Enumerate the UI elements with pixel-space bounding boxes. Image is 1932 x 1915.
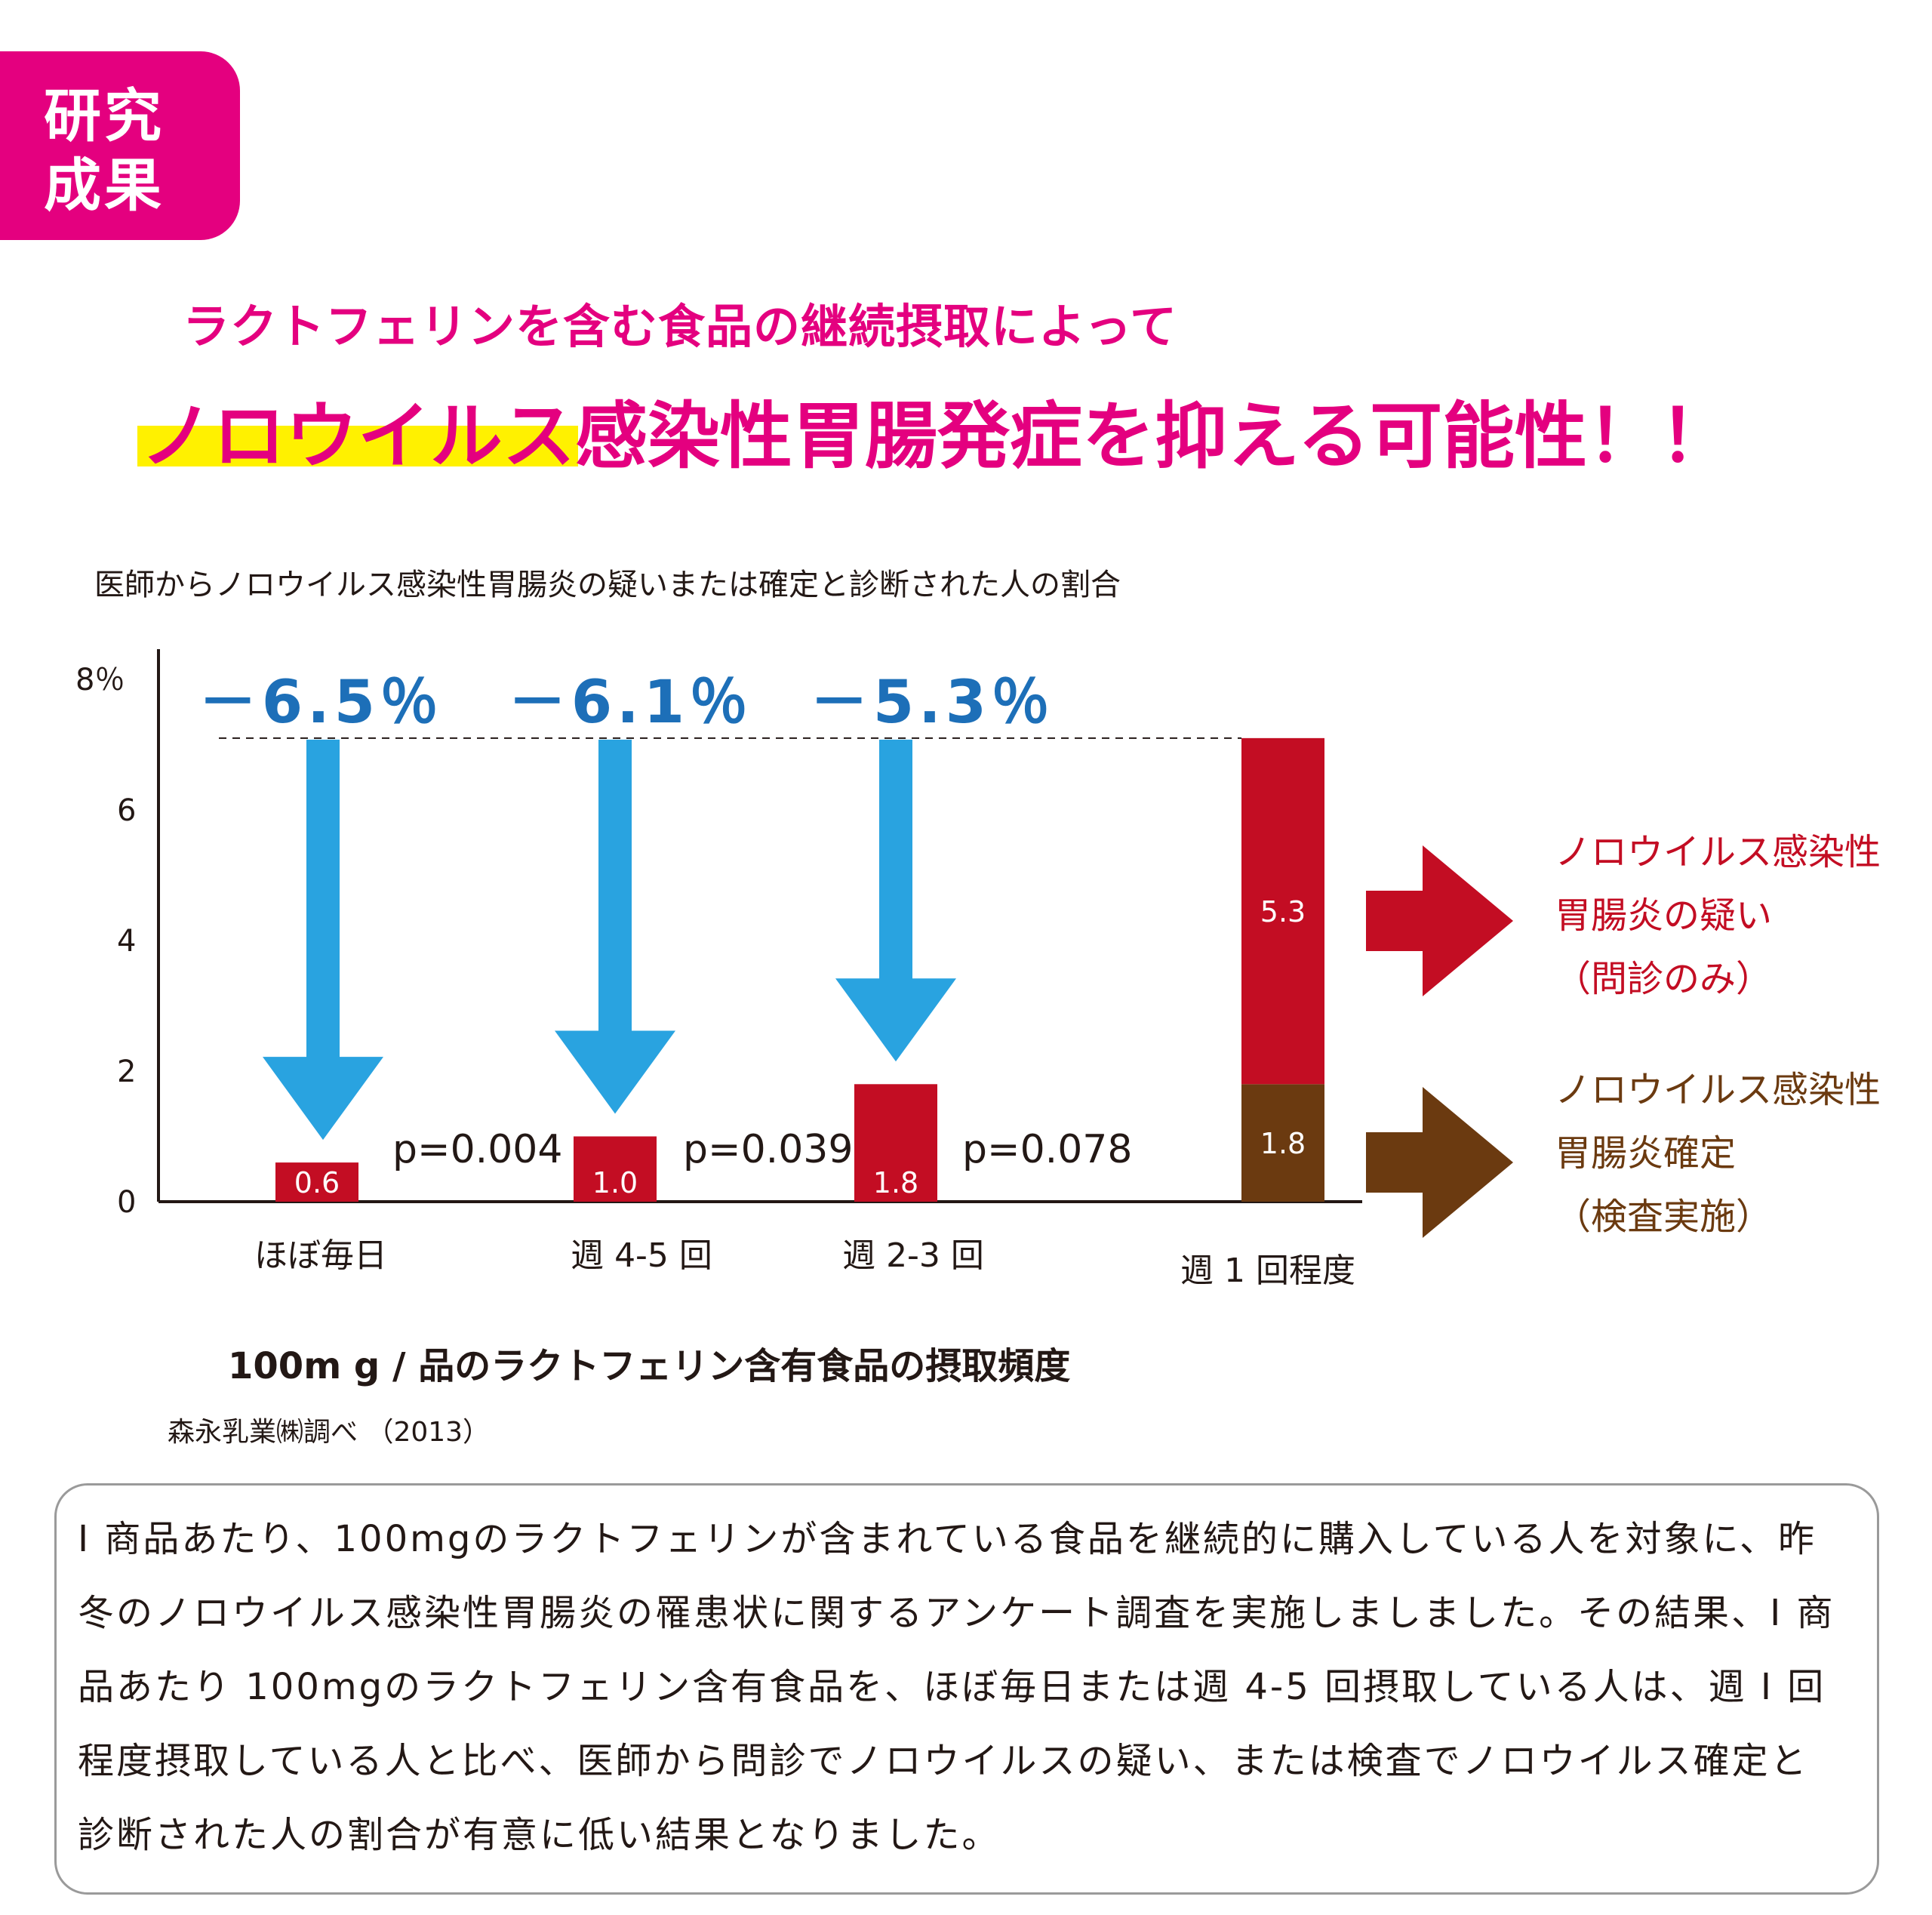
legend-label: ノロウイルス感染性 (1555, 1069, 1881, 1111)
y-tick-label: 6 (117, 793, 136, 828)
x-category-label: 週 1 回程度 (1180, 1252, 1355, 1290)
bar-value-label: 5.3 (1260, 895, 1306, 928)
subheading: ラクトフェリンを含む食品の継続摂取によって (183, 299, 1178, 354)
headline-highlight-text: ノロウイルス (140, 394, 575, 479)
chart-title: 医師からノロウイルス感染性胃腸炎の疑いまたは確定と診断された人の割合 (94, 568, 1121, 602)
y-tick-label: 8％ (75, 663, 125, 697)
x-category-label: 週 2-3 回 (842, 1236, 984, 1275)
reduction-label: －5.3％ (810, 669, 1054, 737)
x-axis-title: 100m g / 品のラクトフェリン含有食品の摂取頻度 (228, 1345, 1071, 1387)
p-value-label: p=0.078 (962, 1127, 1132, 1172)
legend-arrow-icon (1366, 845, 1513, 996)
badge-line-2: 成果 (44, 152, 165, 219)
reduction-label: －6.1％ (508, 669, 752, 737)
bar-suspected (1241, 737, 1324, 1085)
section-badge: 研究 成果 (0, 51, 240, 240)
bar-confirmed (854, 1084, 937, 1202)
bar-value-label: 1.8 (873, 1166, 918, 1199)
bar-value-label: 1.8 (1260, 1127, 1306, 1160)
badge-line-1: 研究 (44, 82, 165, 149)
p-value-label: p=0.039 (683, 1127, 853, 1172)
down-arrow-icon (835, 739, 956, 1062)
legend-label: （問診のみ） (1555, 958, 1772, 1000)
description-box: I 商品あたり、100mgのラクトフェリンが含まれている食品を継続的に購入してい… (54, 1483, 1879, 1895)
bar-confirmed (574, 1136, 657, 1202)
headline-highlight: ノロウイルス (137, 377, 578, 482)
legend-label: （検査実施） (1555, 1196, 1772, 1238)
legend-label: ノロウイルス感染性 (1555, 831, 1881, 873)
y-tick-label: 0 (117, 1185, 136, 1220)
bar-value-label: 1.0 (592, 1166, 638, 1199)
bar-value-label: 0.6 (294, 1166, 340, 1199)
bar-confirmed (1241, 1084, 1324, 1202)
description-text: I 商品あたり、100mgのラクトフェリンが含まれている食品を継続的に購入してい… (78, 1518, 1835, 1856)
x-category-label: 週 4-5 回 (571, 1236, 712, 1275)
legend-arrow-icon (1366, 1087, 1513, 1238)
bar-confirmed (275, 1162, 358, 1202)
down-arrow-icon (263, 739, 383, 1141)
p-value-label: p=0.004 (392, 1127, 562, 1172)
legend-label: 胃腸炎確定 (1555, 1132, 1736, 1175)
headline-rest: 感染性胃腸発症を抑える可能性！！ (575, 394, 1733, 479)
reduction-label: －6.5％ (198, 669, 443, 737)
down-arrow-icon (555, 739, 675, 1114)
bar-chart: 0 2 4 6 8％ 0.6 1.0 1.8 1.8 5.3 －6.5％ p=0.004 －6.1％ p=… (75, 649, 1881, 1290)
legend-label: 胃腸炎の疑い (1555, 894, 1772, 937)
y-tick-label: 4 (117, 924, 136, 959)
y-tick-label: 2 (117, 1054, 136, 1089)
x-category-label: ほぼ毎日 (254, 1236, 387, 1275)
headline: ノロウイルス感染性胃腸発症を抑える可能性！！ (137, 377, 1732, 479)
source-note: 森永乳業㈱調べ （2013） (168, 1417, 491, 1448)
